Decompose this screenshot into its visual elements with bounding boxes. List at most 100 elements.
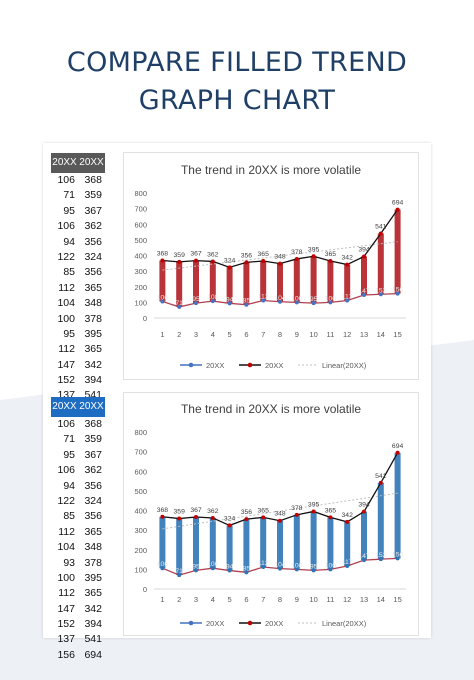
data-label: 156 xyxy=(392,287,404,294)
data-label: 117 xyxy=(342,559,353,566)
data-label: 100 xyxy=(291,562,303,569)
column-header: 20XX xyxy=(79,401,104,412)
y-tick-label: 700 xyxy=(134,448,147,457)
legend-marker xyxy=(247,362,253,368)
table-cell: 100 xyxy=(57,571,75,584)
x-tick-label: 13 xyxy=(360,330,368,339)
table-cell: 365 xyxy=(84,525,102,538)
data-label: 112 xyxy=(258,294,269,301)
bar xyxy=(293,258,300,303)
data-label: 152 xyxy=(375,552,387,559)
data-point xyxy=(294,256,299,261)
data-label: 95 xyxy=(310,296,318,303)
data-label: 365 xyxy=(258,507,270,514)
x-tick-label: 9 xyxy=(295,595,299,604)
table-row: 106 368 xyxy=(51,173,105,188)
data-point xyxy=(362,254,366,259)
table-cell: 112 xyxy=(58,587,75,600)
bar xyxy=(394,209,401,294)
data-point xyxy=(160,258,165,263)
table-row: 85 356 xyxy=(51,509,105,524)
data-point xyxy=(378,557,383,562)
x-tick-label: 12 xyxy=(343,595,351,604)
legend-label: 20XX xyxy=(206,361,224,370)
table-cell: 378 xyxy=(84,556,102,569)
x-tick-label: 7 xyxy=(261,330,265,339)
table-cell: 95 xyxy=(63,448,75,461)
data-label: 95 xyxy=(310,563,318,570)
table-cell: 85 xyxy=(63,510,75,523)
data-point xyxy=(395,291,400,296)
data-label: 147 xyxy=(358,553,370,560)
data-point xyxy=(278,261,282,266)
data-label: 394 xyxy=(358,502,370,509)
data-label: 365 xyxy=(325,251,337,258)
table-cell: 71 xyxy=(63,433,75,446)
data-point xyxy=(227,265,232,270)
table-cell: 367 xyxy=(84,448,102,461)
bar xyxy=(310,511,317,571)
bar xyxy=(327,517,334,570)
data-point xyxy=(160,299,165,304)
data-label: 108 xyxy=(207,294,219,301)
table-cell: 112 xyxy=(58,343,75,356)
table-row: 94 356 xyxy=(51,235,105,250)
data-label: 147 xyxy=(358,288,370,295)
header-background xyxy=(0,0,474,140)
data-point xyxy=(160,566,165,571)
x-tick-label: 14 xyxy=(377,595,385,604)
data-point xyxy=(362,509,366,514)
table-cell: 324 xyxy=(84,250,102,263)
table-row: 147 342 xyxy=(51,602,105,617)
x-tick-label: 10 xyxy=(309,330,317,339)
table-cell: 394 xyxy=(84,374,102,387)
legend-marker xyxy=(188,362,194,368)
table-row: 112 365 xyxy=(51,281,105,296)
bar xyxy=(293,514,300,570)
data-point xyxy=(210,515,215,520)
y-tick-label: 300 xyxy=(134,267,147,276)
table-row: 152 394 xyxy=(51,617,105,632)
bar xyxy=(377,482,384,560)
data-label: 367 xyxy=(190,251,202,258)
table-cell: 100 xyxy=(57,312,75,325)
data-label: 348 xyxy=(274,254,286,261)
data-label: 378 xyxy=(291,505,303,512)
data-label: 342 xyxy=(342,255,354,262)
data-point xyxy=(328,567,333,572)
bar xyxy=(243,519,250,573)
data-point xyxy=(177,304,182,309)
y-tick-label: 100 xyxy=(134,565,147,574)
chart-1-svg: The trend in 20XX is more volatile 0 100 20… xyxy=(134,163,406,370)
page-title-line-1: COMPARE FILLED TREND xyxy=(66,47,408,78)
x-tick-label: 5 xyxy=(228,595,232,604)
data-label: 694 xyxy=(392,443,404,450)
y-tick-label: 500 xyxy=(134,236,147,245)
table-cell: 359 xyxy=(84,189,102,202)
data-point xyxy=(395,556,400,561)
data-point xyxy=(194,514,198,519)
bar xyxy=(344,264,351,301)
data-table-1: 20XX 20XX 106 368 71 359 95 367 106 362 94 356 122… xyxy=(51,153,105,419)
table-row: 95 395 xyxy=(51,327,105,342)
data-label: 359 xyxy=(174,509,186,516)
data-point xyxy=(278,518,282,523)
table-cell: 395 xyxy=(84,327,102,340)
chart-title: The trend in 20XX is more volatile xyxy=(181,163,361,177)
page-title-line-2: GRAPH CHART xyxy=(138,85,336,116)
data-point xyxy=(362,293,366,298)
data-point xyxy=(177,259,182,264)
legend-label: 20XX xyxy=(265,619,283,628)
table-row: 112 365 xyxy=(51,342,105,357)
data-label: 100 xyxy=(325,562,337,569)
data-label: 95 xyxy=(192,296,200,303)
table-row: 106 362 xyxy=(51,463,105,478)
table-row: 100 395 xyxy=(51,571,105,586)
data-point xyxy=(177,573,182,578)
table-row: 100 378 xyxy=(51,312,105,327)
bar xyxy=(226,267,233,304)
table-cell: 106 xyxy=(57,220,75,233)
legend-label: 20XX xyxy=(265,361,283,370)
table-cell: 356 xyxy=(84,266,102,279)
table-cell: 356 xyxy=(84,510,102,523)
